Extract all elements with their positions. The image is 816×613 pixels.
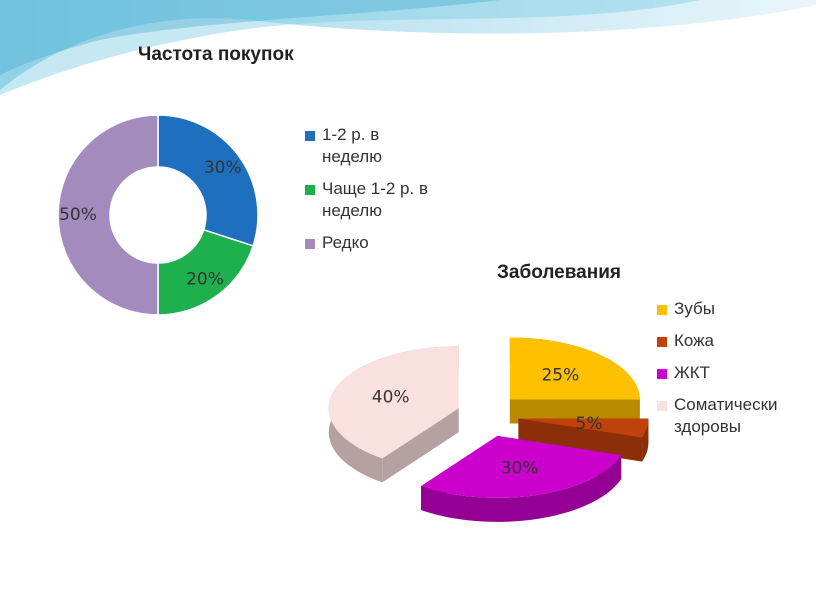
legend-swatch: [657, 305, 667, 315]
legend-item: ЖКТ: [657, 362, 802, 384]
legend-item: Чаще 1-2 р. в неделю: [305, 178, 435, 222]
legend-swatch: [657, 369, 667, 380]
pie-slice: [328, 346, 459, 459]
pie-slice: [509, 337, 640, 400]
wave: [0, 0, 816, 90]
data-label: 30%: [501, 458, 539, 478]
legend-swatch: [657, 337, 667, 348]
legend-swatch: [305, 185, 315, 196]
data-label: 30%: [204, 158, 242, 178]
chart-title: Частота покупок: [138, 44, 294, 65]
donut-slice: [157, 114, 259, 247]
donut-chart: 30% 20% 50%: [57, 114, 259, 316]
legend-label: Зубы: [674, 299, 715, 318]
donut-slice: [57, 114, 159, 316]
slice-side: [509, 399, 640, 424]
legend: 1-2 р. в неделю Чаще 1-2 р. в неделю Редко: [305, 124, 435, 264]
legend-swatch: [305, 131, 315, 141]
data-label: 50%: [59, 205, 97, 225]
data-label: 40%: [372, 388, 410, 408]
slice-side: [642, 418, 649, 462]
legend-label: Кожа: [674, 331, 714, 351]
slice-side: [382, 408, 459, 483]
wave: [0, 0, 700, 95]
legend-label: 1-2 р. в неделю: [322, 125, 382, 167]
legend-label: ЖКТ: [674, 363, 710, 383]
slice-side: [518, 418, 643, 462]
data-label: 20%: [186, 270, 224, 290]
data-label: 25%: [541, 365, 579, 385]
chart-title: Заболевания: [497, 262, 621, 283]
data-label: 5%: [576, 414, 603, 434]
legend-item: 1-2 р. в неделю: [305, 124, 435, 168]
wave: [0, 0, 500, 75]
legend-label: Чаще 1-2 р. в неделю: [322, 179, 428, 221]
legend-item: Редко: [305, 232, 435, 254]
pie-chart: 25% 40% 5% 30%: [328, 337, 649, 522]
pie-slice: [518, 418, 649, 438]
pie-slice: [421, 435, 622, 498]
legend-item: Соматически здоровы: [657, 394, 802, 438]
legend-swatch: [305, 239, 315, 250]
legend-swatch: [657, 401, 667, 412]
legend-label: Редко: [322, 233, 369, 253]
slice-side: [421, 455, 622, 522]
legend-item: Кожа: [657, 330, 802, 352]
donut-slice: [157, 228, 255, 316]
legend-label: Соматически здоровы: [674, 395, 778, 437]
legend-item: Зубы: [657, 298, 802, 320]
legend: Зубы Кожа ЖКТ Соматически здоровы: [657, 298, 802, 448]
